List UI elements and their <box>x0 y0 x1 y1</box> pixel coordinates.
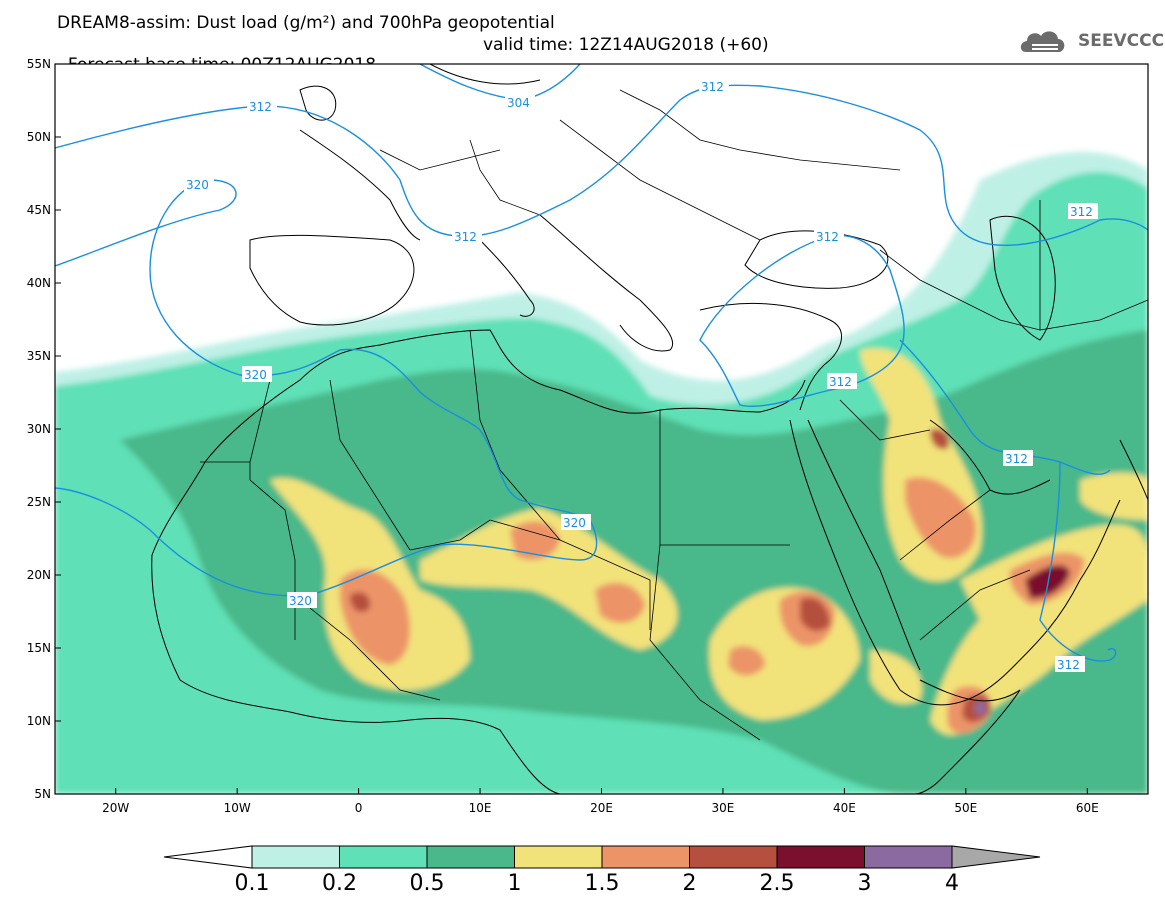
colorbar-swatch <box>339 845 428 869</box>
lat-tick-label: 15N <box>27 641 51 655</box>
colorbar-tick-label: 0.5 <box>410 871 445 896</box>
colorbar-tick-label: 3 <box>858 871 872 896</box>
colorbar-swatch <box>601 845 690 869</box>
colorbar-over-arrow <box>951 845 1041 869</box>
colorbar-tick-label: 2 <box>683 871 697 896</box>
contour-label: 320 <box>563 516 586 530</box>
dust-field <box>55 151 1148 794</box>
cloud-icon <box>1020 31 1065 52</box>
contour-label: 312 <box>1070 205 1093 219</box>
contour-label: 312 <box>249 100 272 114</box>
seevccc-logo: SEEVCCC <box>1018 24 1164 58</box>
lon-tick-label: 20E <box>590 801 613 815</box>
lat-tick-label: 35N <box>27 349 51 363</box>
colorbar-swatch <box>864 845 953 869</box>
contour-label: 312 <box>816 230 839 244</box>
colorbar-tick-label: 0.2 <box>322 871 357 896</box>
logo-text: SEEVCCC <box>1078 31 1165 51</box>
colorbar-tick-label: 1 <box>508 871 522 896</box>
lat-tick-label: 45N <box>27 203 51 217</box>
longitude-axis: 20W 10W 0 10E 20E 30E 40E 50E 60E <box>102 788 1099 815</box>
lon-tick-label: 10W <box>224 801 251 815</box>
contour-label: 320 <box>289 594 312 608</box>
colorbar-swatch <box>776 845 865 869</box>
lon-tick-label: 30E <box>712 801 735 815</box>
colorbar-tick-label: 1.5 <box>585 871 620 896</box>
contour-label: 312 <box>1005 452 1028 466</box>
colorbar-swatch <box>251 845 340 869</box>
latitude-axis: 55N 50N 45N 40N 35N 30N 25N 20N 15N 10N 5N <box>27 57 61 801</box>
lat-tick-label: 40N <box>27 276 51 290</box>
lon-tick-label: 20W <box>102 801 129 815</box>
valid-time-label: valid time: 12Z14AUG2018 (+60) <box>483 35 769 55</box>
lat-tick-label: 50N <box>27 130 51 144</box>
contour-label: 312 <box>829 375 852 389</box>
lat-tick-label: 25N <box>27 495 51 509</box>
colorbar: 0.1 0.2 0.5 1 1.5 2 2.5 3 4 <box>163 845 1041 896</box>
colorbar-swatch <box>514 845 603 869</box>
lat-tick-label: 20N <box>27 568 51 582</box>
map-title: DREAM8-assim: Dust load (g/m²) and 700hP… <box>57 13 555 33</box>
lon-tick-label: 60E <box>1076 801 1099 815</box>
country-borders <box>200 89 1148 741</box>
contour-label: 312 <box>701 80 724 94</box>
colorbar-tick-label: 4 <box>945 871 959 896</box>
lat-tick-label: 55N <box>27 57 51 71</box>
lon-tick-label: 0 <box>355 801 363 815</box>
colorbar-swatch <box>426 845 515 869</box>
lon-tick-label: 10E <box>469 801 492 815</box>
lat-tick-label: 10N <box>27 714 51 728</box>
contour-label: 320 <box>186 178 209 192</box>
contour-label: 320 <box>244 368 267 382</box>
lat-tick-label: 30N <box>27 422 51 436</box>
colorbar-tick-label: 0.1 <box>235 871 270 896</box>
contour-labels: 312 304 312 312 312 312 312 312 312 320 … <box>184 78 1098 672</box>
colorbar-under-arrow <box>163 845 253 869</box>
contour-label: 312 <box>454 230 477 244</box>
contour-label: 312 <box>1057 658 1080 672</box>
lon-tick-label: 50E <box>954 801 977 815</box>
colorbar-swatch <box>689 845 778 869</box>
map-area: 312 304 312 312 312 312 312 312 312 320 … <box>55 64 1148 794</box>
coastlines <box>151 64 1148 794</box>
contour-label: 304 <box>507 96 530 110</box>
lat-tick-label: 5N <box>34 787 51 801</box>
lon-tick-label: 40E <box>833 801 856 815</box>
colorbar-tick-label: 2.5 <box>760 871 795 896</box>
